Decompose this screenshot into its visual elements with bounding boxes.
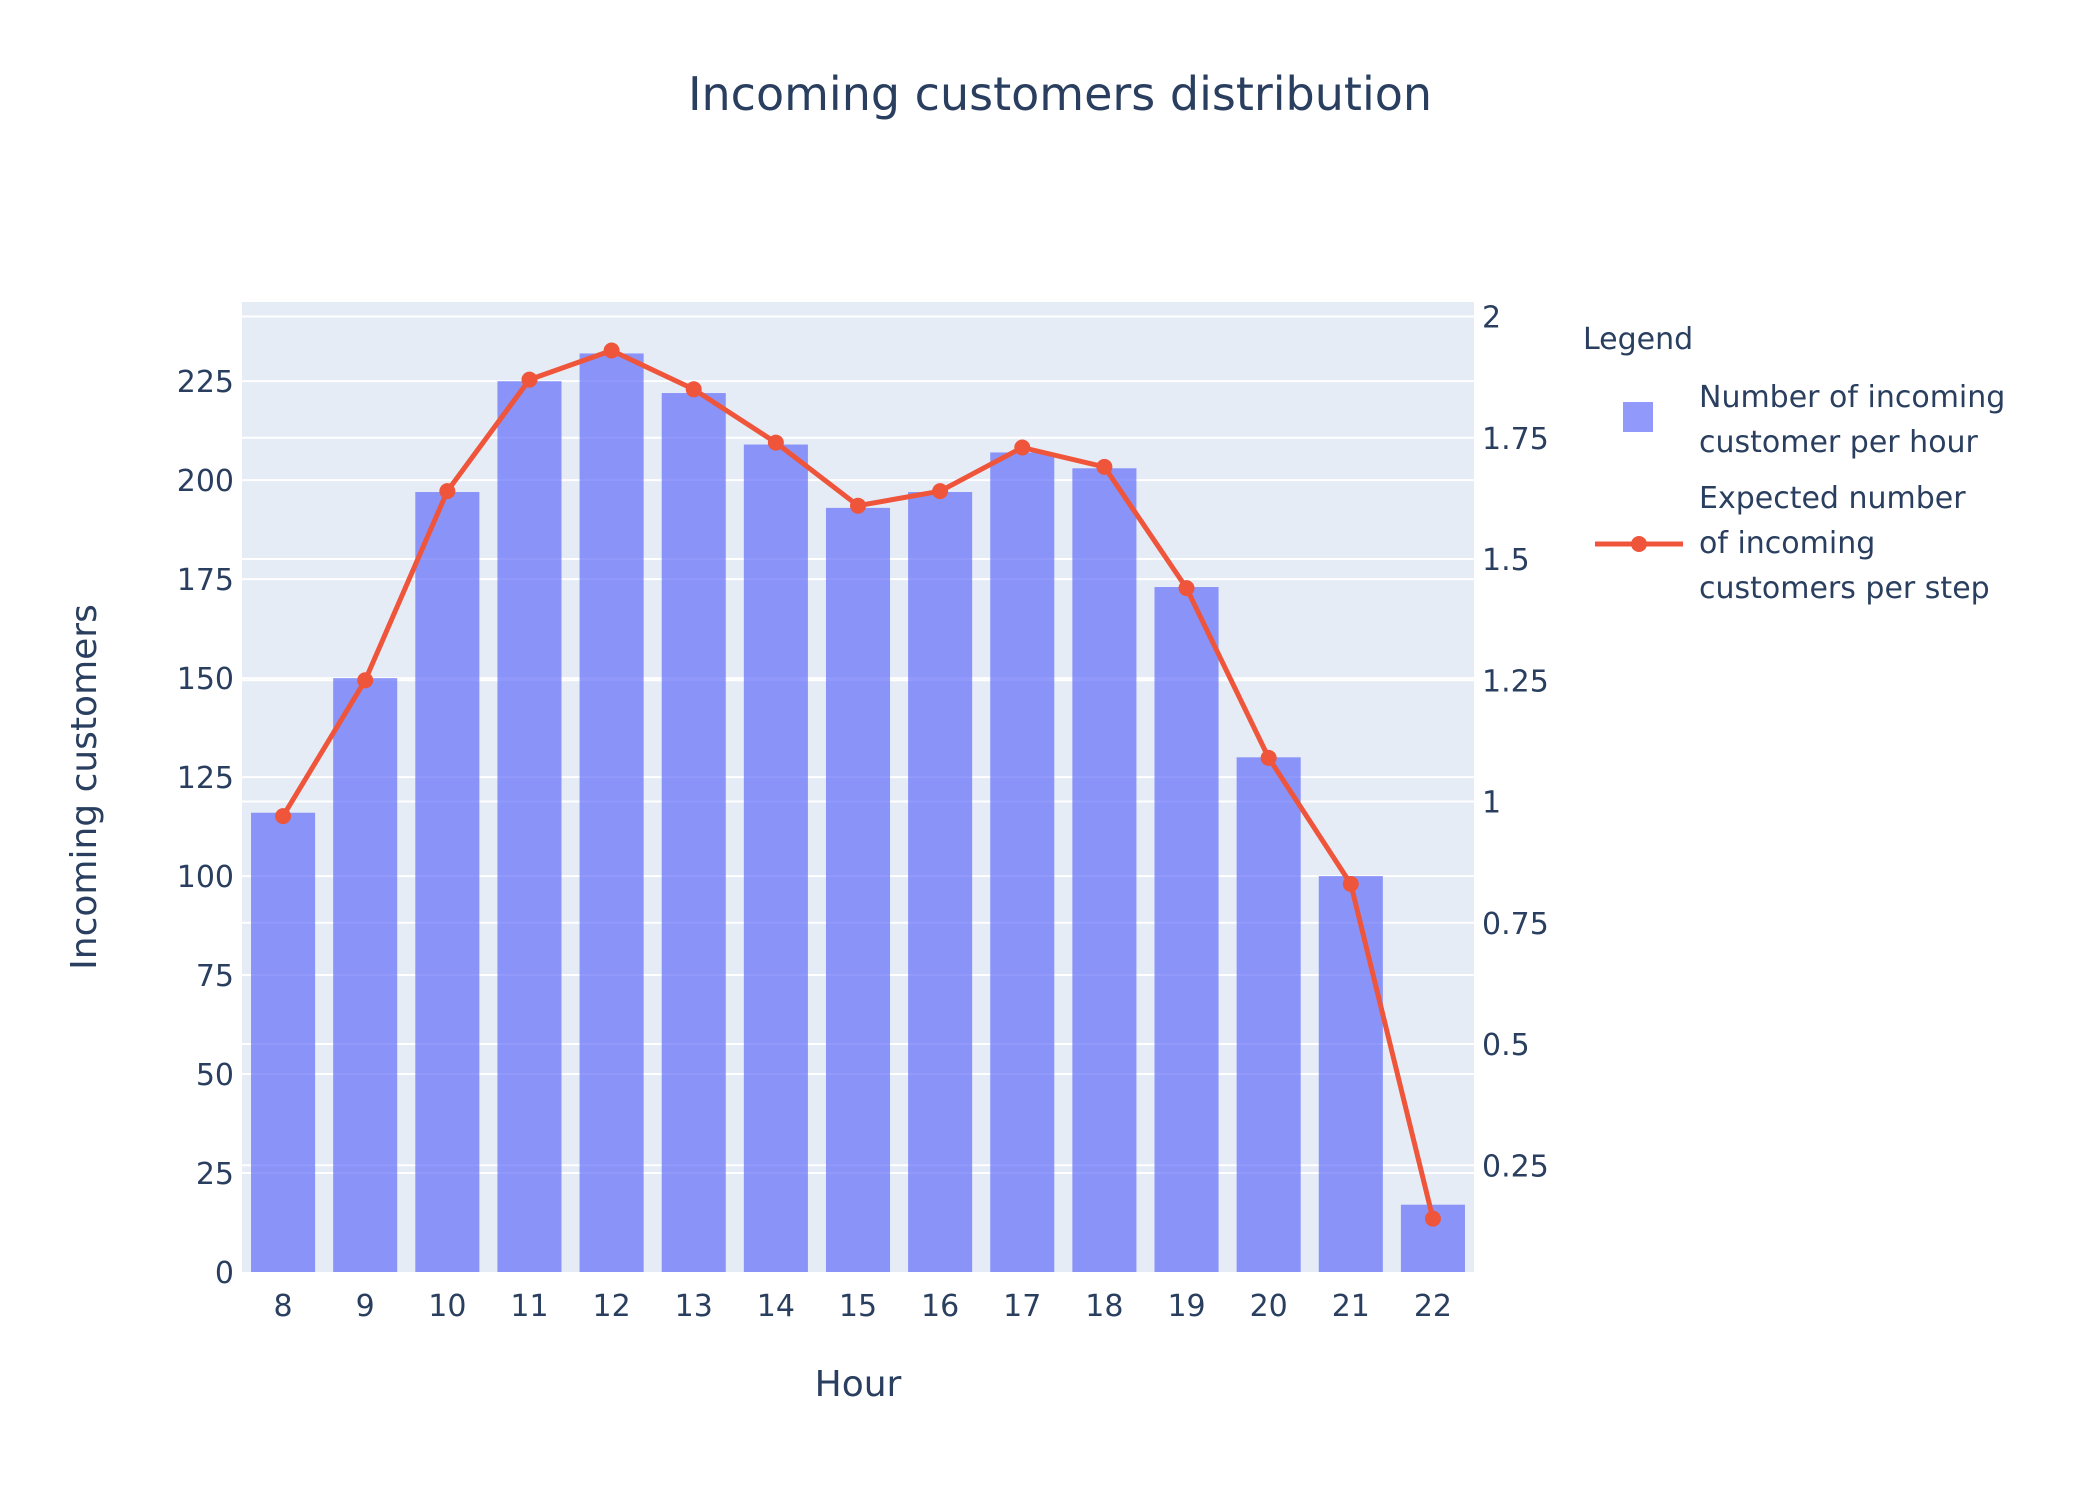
line-point[interactable]: [1342, 876, 1359, 892]
y2-axis-ticks: 0.25 0.5 0.75 1 1.25 1.5 1.75 2: [1482, 301, 1549, 1185]
legend-item-bar[interactable]: Number of incoming customer per hour: [1699, 380, 2015, 460]
x-axis-ticks: 8 9 10 11 12 13 14 15 16 17 18 19 20 21 22: [274, 1289, 1453, 1324]
legend-line-line-3: customers per step: [1699, 571, 1990, 606]
y2-tick-label: 0.5: [1482, 1028, 1530, 1063]
line-point[interactable]: [1178, 580, 1195, 597]
bar[interactable]: [415, 492, 480, 1273]
x-tick-label: 9: [356, 1289, 375, 1324]
y-tick-label: 50: [196, 1058, 234, 1093]
bar[interactable]: [251, 812, 316, 1272]
y-tick-label: 0: [215, 1256, 234, 1291]
y2-tick-label: 2: [1482, 301, 1501, 336]
line-point[interactable]: [932, 483, 949, 500]
line-point[interactable]: [1260, 749, 1277, 766]
bar[interactable]: [1072, 468, 1137, 1272]
y2-tick-label: 1: [1482, 786, 1501, 821]
x-tick-label: 17: [1003, 1289, 1041, 1324]
legend-bar-line-1: Number of incoming: [1699, 380, 2005, 415]
x-tick-label: 18: [1085, 1289, 1123, 1324]
x-tick-label: 16: [921, 1289, 959, 1324]
y-tick-label: 75: [196, 959, 234, 994]
bar[interactable]: [1318, 876, 1383, 1272]
line-point[interactable]: [685, 381, 702, 398]
line-point[interactable]: [767, 434, 784, 451]
line-point[interactable]: [439, 483, 456, 500]
y-tick-label: 25: [196, 1157, 234, 1192]
line-point[interactable]: [1096, 458, 1113, 475]
x-tick-label: 10: [428, 1289, 466, 1324]
line-point[interactable]: [603, 342, 620, 359]
y-axis-title: Incoming customers: [64, 604, 105, 970]
bar[interactable]: [743, 444, 808, 1272]
bar[interactable]: [825, 507, 891, 1272]
y2-tick-label: 1.25: [1482, 664, 1549, 699]
bar[interactable]: [990, 452, 1055, 1272]
x-tick-label: 15: [839, 1289, 877, 1324]
bar[interactable]: [1236, 757, 1301, 1272]
bar[interactable]: [908, 492, 973, 1273]
line-point[interactable]: [357, 672, 374, 689]
legend: Legend Number of incoming customer per h…: [1583, 322, 2015, 606]
y-tick-label: 100: [177, 860, 234, 895]
y2-tick-label: 1.75: [1482, 422, 1549, 457]
legend-line-marker: [1631, 536, 1647, 552]
x-tick-label: 21: [1332, 1289, 1370, 1324]
y2-tick-label: 1.5: [1482, 543, 1530, 578]
legend-line-line-1: Expected number: [1699, 481, 1966, 516]
x-tick-label: 13: [675, 1289, 713, 1324]
x-tick-label: 22: [1414, 1289, 1452, 1324]
x-tick-label: 12: [593, 1289, 631, 1324]
bar[interactable]: [333, 678, 398, 1272]
x-tick-label: 8: [274, 1289, 293, 1324]
y-tick-label: 200: [177, 464, 234, 499]
bar[interactable]: [1154, 587, 1219, 1272]
legend-line-line-2: of incoming: [1699, 526, 1875, 561]
bar-series: [251, 353, 1465, 1273]
y2-tick-label: 0.75: [1482, 907, 1549, 942]
x-tick-label: 19: [1167, 1289, 1205, 1324]
line-point[interactable]: [850, 497, 866, 514]
y-tick-label: 175: [177, 563, 234, 598]
x-tick-label: 11: [510, 1289, 548, 1324]
x-tick-label: 14: [757, 1289, 795, 1324]
bar[interactable]: [497, 381, 562, 1272]
line-point[interactable]: [275, 808, 292, 825]
bar[interactable]: [661, 393, 726, 1272]
line-point[interactable]: [1014, 439, 1031, 456]
legend-title: Legend: [1583, 322, 1693, 357]
y-tick-label: 225: [177, 365, 234, 400]
y2-tick-label: 0.25: [1482, 1149, 1549, 1184]
legend-item-line[interactable]: Expected number of incoming customers pe…: [1699, 481, 1990, 606]
x-axis-title: Hour: [815, 1364, 902, 1405]
legend-bar-swatch[interactable]: [1623, 402, 1653, 432]
y-tick-label: 125: [177, 761, 234, 796]
y-axis-ticks: 0 25 50 75 100 125 150 175 200 225: [177, 365, 234, 1291]
line-point[interactable]: [521, 371, 538, 388]
line-series: [275, 342, 1441, 1227]
y-tick-label: 150: [177, 662, 234, 697]
line-point[interactable]: [1424, 1210, 1441, 1227]
legend-bar-line-2: customer per hour: [1699, 425, 1979, 460]
bar[interactable]: [579, 353, 644, 1273]
x-tick-label: 20: [1250, 1289, 1288, 1324]
chart-title: Incoming customers distribution: [688, 67, 1432, 121]
